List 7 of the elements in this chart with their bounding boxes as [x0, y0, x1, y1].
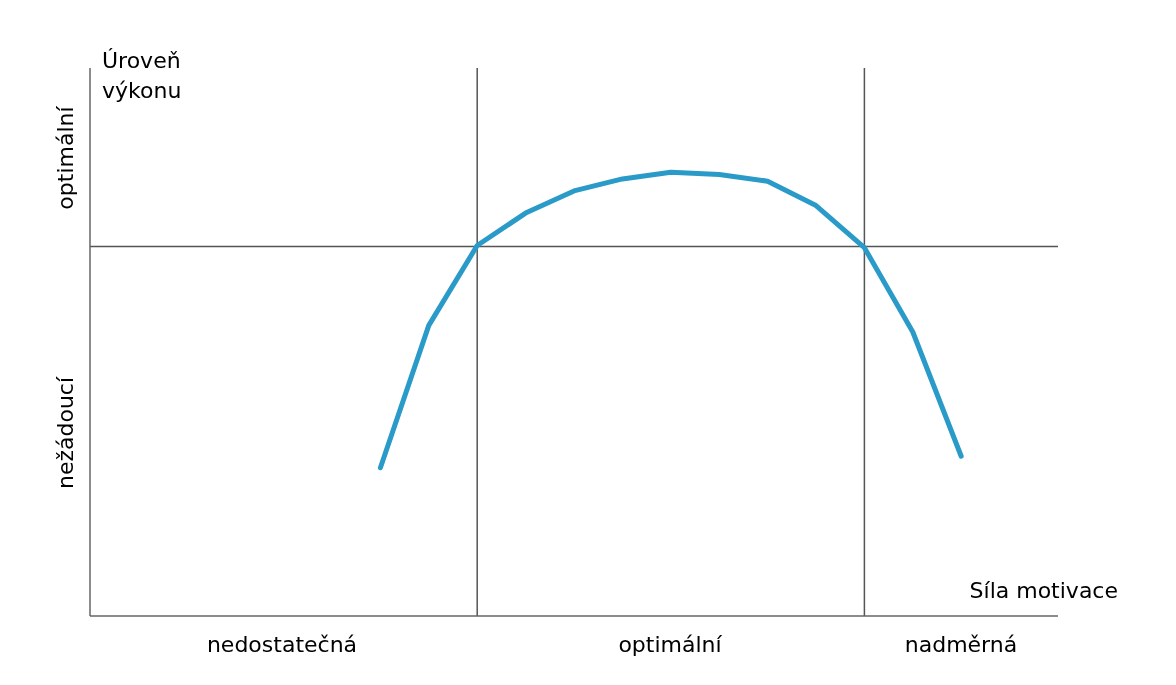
text: nadměrná: [903, 632, 1019, 657]
x-axis-title: Síla motivace: [969, 578, 1118, 603]
text: nežádoucí: [52, 375, 79, 491]
y-axis-title: Úroveň výkonu: [102, 47, 183, 105]
text: optimální: [52, 104, 79, 212]
text: nedostatečná: [205, 632, 359, 657]
text: optimální: [617, 632, 723, 657]
